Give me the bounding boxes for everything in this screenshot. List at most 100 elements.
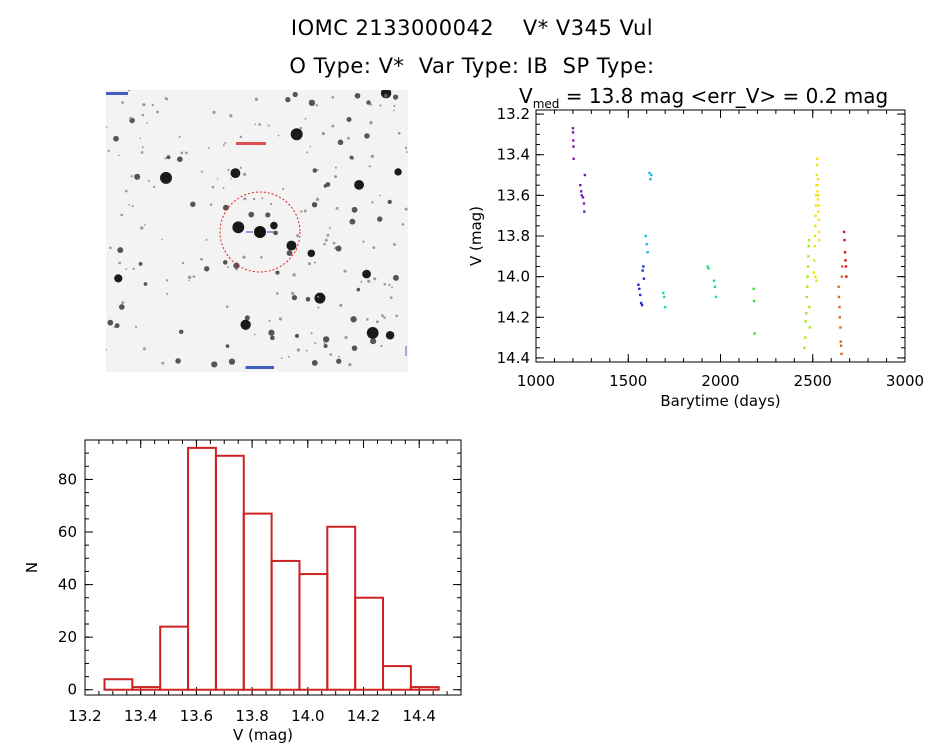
x-tick-label: 14.2 [347,707,380,725]
data-point [813,259,816,262]
data-point [752,287,755,291]
data-point [807,255,810,258]
star [109,246,112,250]
star [393,104,396,107]
data-point [639,301,643,305]
star [286,250,293,256]
star [208,147,210,150]
data-point [582,202,586,205]
red-label-mark [236,142,266,145]
star [294,333,300,339]
star [354,179,364,190]
star [113,135,119,142]
star [188,279,190,282]
data-series [662,291,667,309]
star [125,189,128,193]
star [296,234,299,238]
star [349,218,356,225]
data-point [844,265,848,268]
star [370,338,377,345]
star [181,261,185,265]
star [161,238,163,241]
data-point [813,244,816,248]
star [311,201,318,208]
data-point [816,157,819,160]
data-point [842,230,846,234]
data-point [638,287,641,291]
data-point [642,277,646,280]
histogram-bar [242,512,273,691]
data-point [663,305,667,309]
star [337,139,344,146]
data-point [837,295,841,299]
x-tick-label: 2000 [701,372,739,390]
star [304,117,307,120]
data-point [804,320,807,323]
star [305,349,308,352]
star [360,280,363,283]
star [337,355,340,358]
star [176,156,183,163]
data-point [639,293,642,297]
data-point [817,204,821,207]
star [392,94,399,100]
star [391,286,393,289]
star [107,319,114,326]
star [134,173,141,180]
star [141,146,144,149]
data-point [817,218,820,221]
star [200,257,203,261]
data-point [714,295,718,299]
star [395,314,398,318]
y-tick-label: 13.2 [497,105,530,123]
y-tick-label: 80 [58,470,77,488]
star [273,230,278,236]
star [118,154,120,157]
data-point [841,265,844,268]
star [230,168,241,179]
data-point [805,312,808,315]
star [381,314,384,318]
star [153,185,156,189]
sky-image-canvas [106,90,408,370]
star [205,238,208,241]
star [114,274,123,283]
data-point [580,190,583,193]
data-point [814,204,818,207]
star [164,157,168,160]
star [260,256,263,259]
star [222,187,225,189]
star [239,166,242,169]
star [106,348,108,351]
star [346,136,350,140]
star [392,242,396,246]
data-series [644,171,653,254]
x-tick-label: 13.8 [235,707,268,725]
star [312,168,318,173]
star [143,282,148,286]
data-point [706,265,709,268]
star [261,197,264,200]
star [224,141,227,144]
data-point [808,326,811,329]
star [309,145,312,148]
histogram-bar [131,686,162,691]
data-point [806,275,809,278]
data-point [814,214,817,217]
star [397,131,401,135]
star [132,267,135,271]
data-series [837,265,844,356]
y-tick-label: 14.0 [497,268,530,286]
data-point [843,238,846,242]
x-tick-label: 14.4 [403,707,436,725]
star [120,213,124,217]
y-tick-label: 60 [58,523,77,541]
star [313,261,317,264]
star [228,358,236,365]
median-subscript: med [533,97,560,111]
star [307,249,316,258]
star [275,270,280,275]
star [370,154,374,158]
data-point [640,303,644,307]
star [296,348,300,352]
